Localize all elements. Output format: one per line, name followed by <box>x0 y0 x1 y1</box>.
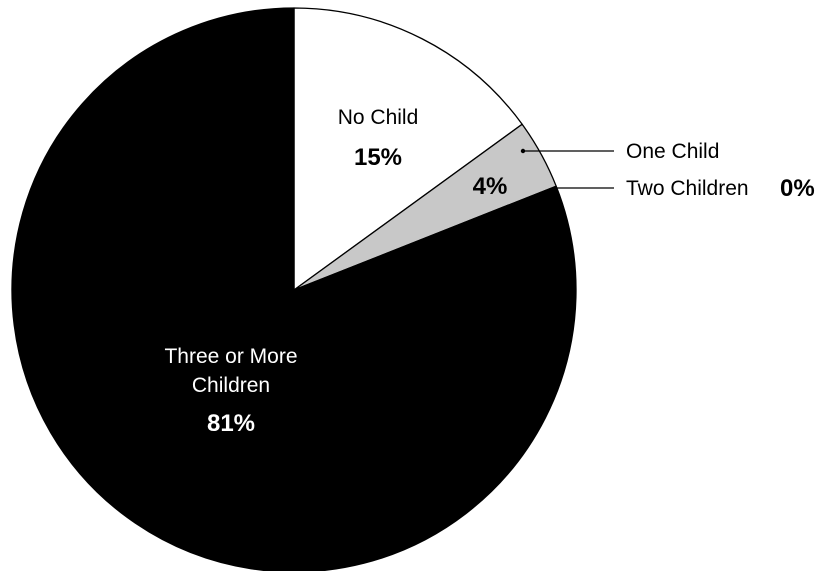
leader-dot-one-child <box>521 149 525 153</box>
slice-value-two-children: 0% <box>780 175 815 202</box>
slice-value-no-child: 15% <box>354 144 402 171</box>
slice-label-three-or-more-line1: Three or More <box>164 345 297 368</box>
slice-label-three-or-more-line2: Children <box>192 374 270 397</box>
pie-slices <box>12 8 576 571</box>
slice-label-one-child: One Child <box>626 140 719 163</box>
slice-value-three-or-more: 81% <box>207 410 255 437</box>
slice-label-two-children: Two Children <box>626 177 749 200</box>
slice-value-one-child: 4% <box>473 173 508 200</box>
slice-label-no-child: No Child <box>338 106 419 129</box>
